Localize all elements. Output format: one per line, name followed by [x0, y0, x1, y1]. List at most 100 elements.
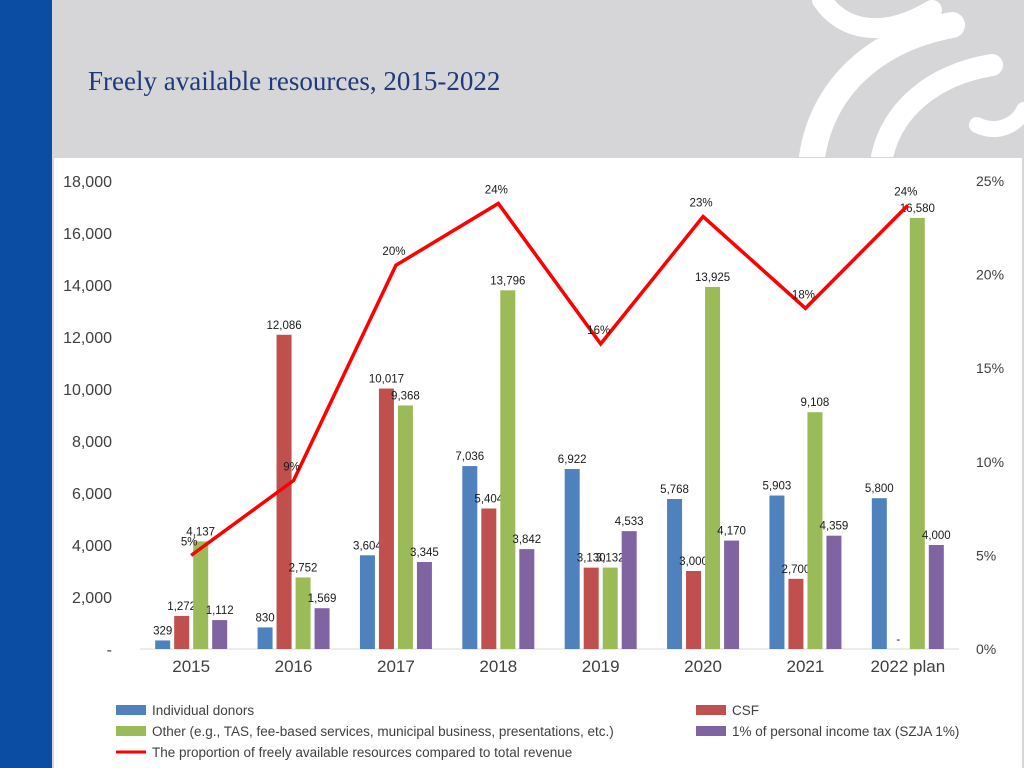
bar — [871, 498, 887, 649]
bar-data-label: 4,359 — [820, 521, 849, 533]
y-right-tick-label: 25% — [976, 173, 1004, 189]
bar — [314, 608, 330, 649]
legend-swatch — [696, 726, 726, 736]
x-tick-label: 2022 plan — [870, 657, 945, 676]
y-right-tick-label: 5% — [976, 547, 996, 563]
x-tick-label: 2017 — [377, 657, 415, 676]
bar — [416, 562, 432, 649]
bar — [359, 555, 375, 649]
bar — [500, 290, 516, 649]
bar — [155, 640, 171, 649]
bar-data-label: 7,036 — [455, 451, 484, 463]
bar-data-label: 5,800 — [865, 483, 894, 495]
bar — [724, 540, 740, 649]
bar-data-label: 2,700 — [782, 564, 811, 576]
bar-data-label: 5,768 — [660, 484, 689, 496]
bar-data-label: 13,925 — [695, 272, 730, 284]
legend-label: The proportion of freely available resou… — [152, 745, 572, 760]
left-accent-bar — [0, 0, 52, 768]
bar — [621, 531, 637, 649]
line-data-label: 24% — [894, 186, 917, 198]
line-data-label: 24% — [485, 184, 508, 196]
header-band — [52, 0, 1024, 157]
bar-data-label: 9,108 — [801, 397, 830, 409]
resources-chart: - 2,000 4,000 6,000 8,000 10,000 12,000 14,000 1… — [63, 173, 1004, 760]
bar — [602, 567, 618, 649]
y-left-tick-label: 12,000 — [63, 330, 112, 347]
bar — [481, 508, 497, 649]
bar — [807, 412, 823, 649]
bar-data-label: 3,132 — [596, 553, 625, 565]
bar-data-label: 4,137 — [186, 526, 215, 538]
y-left-tick-label: 2,000 — [72, 590, 112, 607]
x-tick-label: 2015 — [172, 657, 210, 676]
bar — [276, 334, 292, 649]
line-data-label: 16% — [587, 325, 610, 337]
proportion-line — [190, 201, 910, 557]
bar — [257, 627, 273, 649]
legend-swatch — [696, 705, 726, 715]
logo-watermark — [799, 0, 1024, 157]
legend-swatch — [116, 726, 146, 736]
x-tick-label: 2018 — [479, 657, 517, 676]
bar-data-label: 3,604 — [353, 540, 382, 552]
bar — [909, 217, 925, 650]
bar-data-label: 5,903 — [763, 481, 792, 493]
y-left-tick-label: 6,000 — [72, 486, 112, 503]
bar — [686, 571, 702, 649]
bar — [462, 466, 478, 649]
bar-data-label: 3,842 — [512, 534, 541, 546]
bar-data-label: 9,368 — [391, 390, 420, 402]
line-data-label: 5% — [181, 536, 198, 548]
bar-data-label: 3,130 — [577, 553, 606, 565]
y-right-tick-label: 20% — [976, 267, 1004, 283]
bar-data-label: 12,086 — [266, 320, 301, 332]
bar — [826, 535, 842, 649]
bar-data-label: 3,000 — [679, 556, 708, 568]
bar — [928, 545, 944, 649]
bar-data-label: 10,017 — [369, 374, 404, 386]
bar-data-label: 5,404 — [474, 493, 503, 505]
bar — [174, 615, 190, 649]
y-right-tick-label: 0% — [976, 641, 996, 657]
bar-data-label: 4,000 — [922, 530, 951, 542]
slide-title: Freely available resources, 2015-2022 — [88, 66, 501, 96]
line-data-label: 20% — [382, 246, 405, 258]
line-data-label: 9% — [283, 462, 300, 474]
bar — [788, 578, 804, 649]
y-left-tick-label: 16,000 — [63, 226, 112, 243]
y-left-tick-label: 14,000 — [63, 278, 112, 295]
x-tick-label: 2020 — [684, 657, 722, 676]
bar — [667, 499, 683, 649]
legend-label: Individual donors — [152, 703, 254, 718]
x-tick-label: 2021 — [787, 657, 825, 676]
bar-data-label: 2,752 — [289, 562, 318, 574]
legend-label: 1% of personal income tax (SZJA 1%) — [732, 724, 959, 739]
line-data-label: 18% — [792, 289, 815, 301]
chart-panel: - 2,000 4,000 6,000 8,000 10,000 12,000 14,000 1… — [54, 158, 1022, 768]
y-left-tick-label: - — [107, 642, 112, 659]
legend-label: Other (e.g., TAS, fee-based services, mu… — [152, 724, 614, 739]
bar-data-label: 3,345 — [410, 547, 439, 559]
y-left-tick-label: 8,000 — [72, 434, 112, 451]
bar-data-label: 4,170 — [717, 526, 746, 538]
legend-swatch — [116, 705, 146, 715]
y-right-tick-label: 10% — [976, 454, 1004, 470]
bar-data-label: 830 — [255, 612, 274, 624]
bar-data-label: 1,569 — [308, 593, 337, 605]
bar — [295, 577, 311, 649]
x-tick-label: 2019 — [582, 657, 620, 676]
bar-data-label: 1,112 — [206, 605, 234, 617]
y-left-tick-label: 4,000 — [72, 538, 112, 555]
bar-data-label: 13,796 — [490, 275, 525, 287]
bar — [564, 469, 580, 649]
bar-data-label: 1,272 — [167, 601, 196, 613]
bar-data-label: - — [896, 634, 900, 646]
y-left-tick-label: 18,000 — [63, 174, 112, 191]
line-data-label: 23% — [690, 198, 713, 210]
bar-data-label: 4,533 — [615, 516, 644, 528]
legend-label: CSF — [732, 703, 759, 718]
y-right-tick-label: 15% — [976, 360, 1004, 376]
bar — [378, 388, 394, 649]
bar — [769, 495, 785, 649]
